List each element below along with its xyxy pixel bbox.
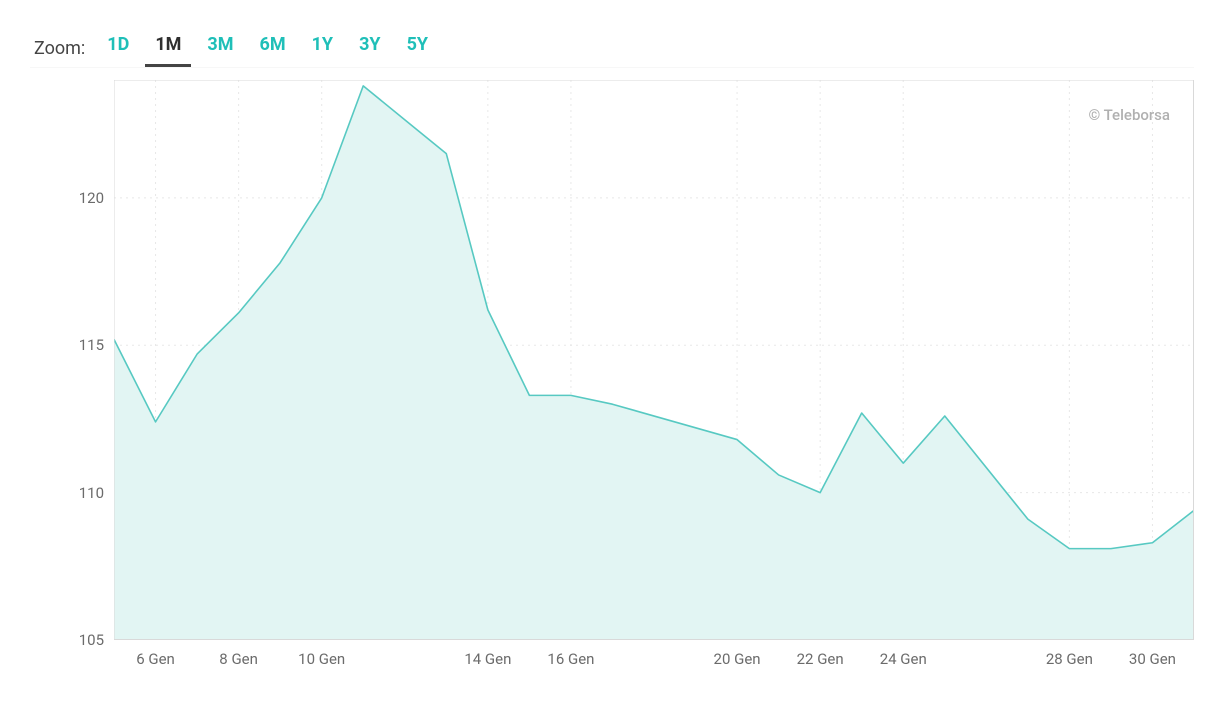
x-tick-label: 24 Gen <box>880 650 927 668</box>
x-tick-label: 14 Gen <box>464 650 511 668</box>
zoom-6m[interactable]: 6M <box>250 30 296 67</box>
y-tick-label: 105 <box>79 631 104 649</box>
x-tick-label: 20 Gen <box>714 650 761 668</box>
x-tick-label: 8 Gen <box>219 650 258 668</box>
y-tick-label: 120 <box>79 189 104 207</box>
x-tick-label: 30 Gen <box>1129 650 1176 668</box>
zoom-1m[interactable]: 1M <box>145 30 191 67</box>
zoom-toolbar: Zoom: 1D1M3M6M1Y3Y5Y <box>30 30 1194 68</box>
x-tick-label: 16 Gen <box>547 650 594 668</box>
zoom-3y[interactable]: 3Y <box>349 30 390 67</box>
y-tick-label: 110 <box>79 484 104 502</box>
zoom-1d[interactable]: 1D <box>97 30 139 67</box>
chart-container: Zoom: 1D1M3M6M1Y3Y5Y 105 110 115 120 © Tele… <box>0 0 1224 722</box>
price-area-chart <box>114 80 1194 640</box>
x-tick-label: 28 Gen <box>1046 650 1093 668</box>
zoom-5y[interactable]: 5Y <box>397 30 438 67</box>
x-tick-label: 22 Gen <box>797 650 844 668</box>
x-tick-label: 10 Gen <box>298 650 345 668</box>
x-tick-label: 6 Gen <box>136 650 175 668</box>
zoom-label: Zoom: <box>34 38 85 59</box>
zoom-3m[interactable]: 3M <box>197 30 243 67</box>
y-tick-label: 115 <box>79 336 104 354</box>
x-axis: 6 Gen 8 Gen 10 Gen 14 Gen 16 Gen 20 Gen 22 Gen… <box>114 640 1194 680</box>
y-axis: 105110115120 <box>30 80 114 640</box>
plot-area: © Teleborsa <box>114 80 1194 640</box>
zoom-1y[interactable]: 1Y <box>302 30 343 67</box>
chart-area: 105110115120 © Teleborsa <box>30 80 1194 640</box>
